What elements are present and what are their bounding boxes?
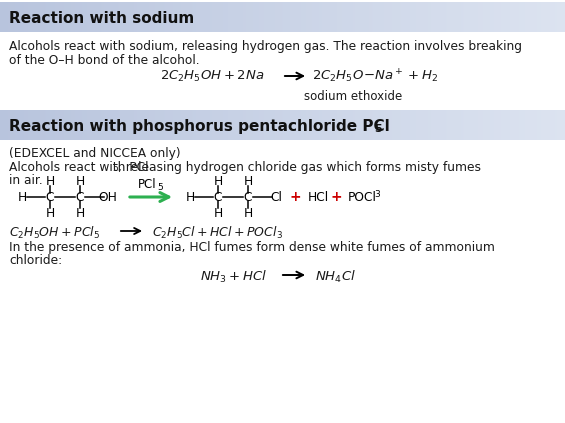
Text: $C_2H_5OH + PCl_5$: $C_2H_5OH + PCl_5$ <box>9 225 100 241</box>
Text: $NH_3 + HCl$: $NH_3 + HCl$ <box>200 269 267 285</box>
Text: $2C_2H_5O\!-\!Na^+ + H_2$: $2C_2H_5O\!-\!Na^+ + H_2$ <box>312 67 438 85</box>
Text: Alcohols react with PCl: Alcohols react with PCl <box>9 161 149 174</box>
Text: C: C <box>214 190 222 203</box>
Text: H: H <box>45 175 55 187</box>
Text: $C_2H_5Cl + HCl + POCl_3$: $C_2H_5Cl + HCl + POCl_3$ <box>152 225 283 241</box>
Text: 5: 5 <box>374 124 381 134</box>
Text: chloride:: chloride: <box>9 254 62 267</box>
Text: sodium ethoxide: sodium ethoxide <box>304 90 402 103</box>
Text: POCl: POCl <box>348 190 377 203</box>
Text: HCl: HCl <box>308 190 329 203</box>
Text: $NH_4Cl$: $NH_4Cl$ <box>315 269 356 285</box>
Text: 3: 3 <box>374 190 380 198</box>
Text: H: H <box>45 206 55 220</box>
Text: of the O–H bond of the alcohol.: of the O–H bond of the alcohol. <box>9 54 199 67</box>
Text: H: H <box>185 190 194 203</box>
Text: In the presence of ammonia, HCl fumes form dense white fumes of ammonium: In the presence of ammonia, HCl fumes fo… <box>9 241 495 254</box>
Text: Reaction with phosphorus pentachloride PCl: Reaction with phosphorus pentachloride P… <box>9 118 390 134</box>
Text: Alcohols react with sodium, releasing hydrogen gas. The reaction involves breaki: Alcohols react with sodium, releasing hy… <box>9 40 522 53</box>
Text: H: H <box>75 206 85 220</box>
Text: 5: 5 <box>157 182 163 192</box>
Text: , releasing hydrogen chloride gas which forms misty fumes: , releasing hydrogen chloride gas which … <box>118 161 481 174</box>
Text: OH: OH <box>98 190 118 203</box>
Text: H: H <box>214 206 223 220</box>
Text: in air.: in air. <box>9 174 43 187</box>
Text: H: H <box>18 190 27 203</box>
Text: PCl: PCl <box>138 178 157 190</box>
Text: Cl: Cl <box>270 190 282 203</box>
Text: H: H <box>75 175 85 187</box>
Text: (EDEXCEL and NICCEA only): (EDEXCEL and NICCEA only) <box>9 147 181 160</box>
Text: H: H <box>244 175 253 187</box>
Text: 5: 5 <box>112 164 118 173</box>
Text: C: C <box>46 190 54 203</box>
Text: H: H <box>214 175 223 187</box>
Text: $2C_2H_5OH + 2Na$: $2C_2H_5OH + 2Na$ <box>160 69 264 84</box>
Text: H: H <box>244 206 253 220</box>
Text: C: C <box>76 190 84 203</box>
Text: +: + <box>289 190 301 204</box>
Text: +: + <box>330 190 342 204</box>
Text: C: C <box>244 190 252 203</box>
Text: Reaction with sodium: Reaction with sodium <box>9 11 194 25</box>
